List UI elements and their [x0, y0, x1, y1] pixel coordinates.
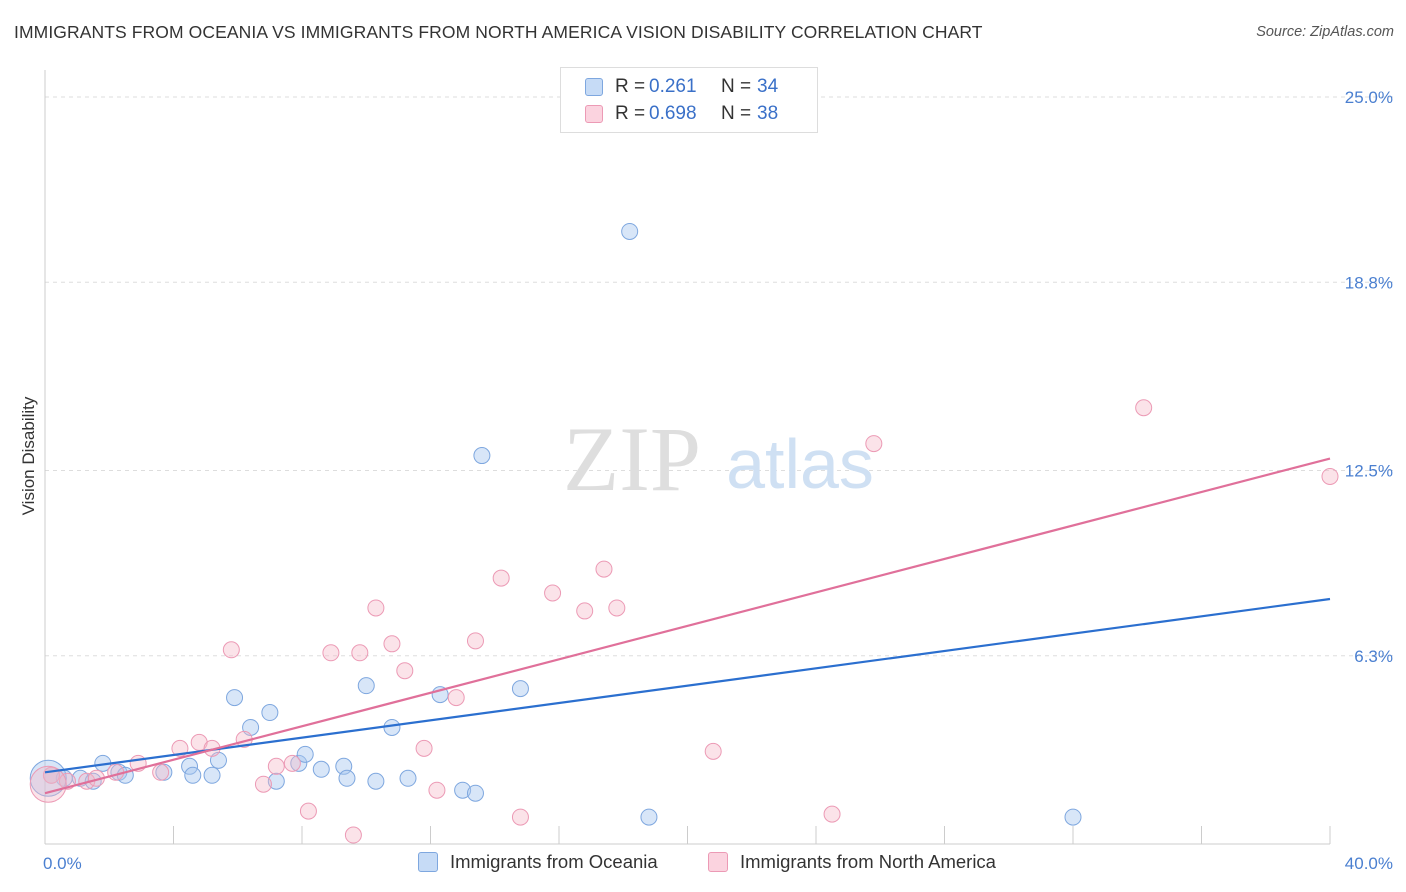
watermark: ZIP atlas	[563, 408, 874, 510]
data-point	[447, 689, 465, 707]
legend-swatch-north-america	[708, 852, 728, 872]
data-point	[399, 769, 417, 787]
data-point	[184, 766, 202, 784]
legend-r-value: 0.698	[649, 103, 697, 124]
legend-label-oceania: Immigrants from Oceania	[450, 851, 658, 872]
data-point	[254, 775, 272, 793]
data-point	[415, 739, 433, 757]
data-point	[322, 644, 340, 662]
data-point	[171, 739, 189, 757]
data-point	[312, 760, 330, 778]
y-tick-label: 12.5%	[1345, 462, 1393, 481]
chart-title: IMMIGRANTS FROM OCEANIA VS IMMIGRANTS FR…	[14, 22, 983, 42]
y-tick-label: 18.8%	[1345, 273, 1393, 292]
trend-line-north-america	[44, 457, 1331, 795]
data-point	[466, 632, 484, 650]
data-point	[222, 641, 240, 659]
legend-n-label: N =	[721, 103, 752, 124]
data-point	[428, 781, 446, 799]
data-point	[181, 757, 199, 775]
legend-label-north-america: Immigrants from North America	[740, 851, 996, 872]
data-point	[383, 635, 401, 653]
data-point	[344, 826, 362, 844]
data-point	[367, 599, 385, 617]
legend-swatch-north-america	[585, 105, 603, 123]
legend-r-value: 0.261	[649, 76, 697, 97]
data-point	[511, 680, 529, 698]
data-point	[473, 447, 491, 465]
data-point	[511, 808, 529, 826]
legend-r-label: R =	[615, 76, 646, 97]
data-point	[621, 222, 639, 240]
legend-swatch-oceania	[585, 78, 603, 96]
data-point	[865, 435, 883, 453]
data-point	[1321, 467, 1339, 485]
data-point	[492, 569, 510, 587]
data-point	[383, 718, 401, 736]
data-point	[608, 599, 626, 617]
series-oceania	[29, 222, 1082, 826]
data-point	[29, 765, 67, 803]
data-point	[823, 805, 841, 823]
legend-n-value: 34	[757, 76, 779, 97]
data-point	[466, 784, 484, 802]
y-axis-label: Vision Disability	[19, 396, 38, 515]
data-point	[283, 754, 301, 772]
legend-r-label: R =	[615, 103, 646, 124]
data-point	[704, 742, 722, 760]
data-point	[544, 584, 562, 602]
data-point	[1135, 399, 1153, 417]
legend-item-oceania[interactable]: Immigrants from Oceania	[418, 851, 658, 873]
data-point	[267, 772, 285, 790]
data-point	[576, 602, 594, 620]
correlation-legend: R = 0.261 N = 34 R = 0.698 N = 38	[560, 67, 818, 133]
data-point	[357, 677, 375, 695]
series-north-america	[29, 399, 1339, 844]
data-point	[595, 560, 613, 578]
legend-row-oceania: R = 0.261 N = 34	[585, 74, 778, 100]
data-point	[296, 745, 314, 763]
y-tick-label: 6.3%	[1354, 647, 1393, 666]
data-point	[338, 769, 356, 787]
legend-n-value: 38	[757, 103, 779, 124]
trend-line-oceania	[44, 597, 1331, 774]
data-point	[152, 763, 170, 781]
data-point	[1064, 808, 1082, 826]
data-point	[396, 662, 414, 680]
legend-row-north-america: R = 0.698 N = 38	[585, 101, 778, 127]
data-point	[226, 689, 244, 707]
data-point	[367, 772, 385, 790]
legend-item-north-america[interactable]: Immigrants from North America	[708, 851, 996, 873]
series-legend: Immigrants from Oceania Immigrants from …	[0, 851, 1406, 877]
x-tick-label: 0.0%	[43, 854, 82, 873]
y-tick-label: 25.0%	[1345, 88, 1393, 107]
data-point	[261, 704, 279, 722]
legend-n-label: N =	[721, 76, 752, 97]
data-point	[299, 802, 317, 820]
source-label: Source: ZipAtlas.com	[1256, 24, 1394, 40]
data-point	[454, 781, 472, 799]
watermark-zip: ZIP	[563, 408, 701, 510]
data-point	[640, 808, 658, 826]
watermark-atlas: atlas	[726, 425, 874, 503]
data-point	[267, 757, 285, 775]
x-tick-label: 40.0%	[1345, 854, 1393, 873]
data-point	[290, 754, 308, 772]
data-point	[351, 644, 369, 662]
data-point	[203, 766, 221, 784]
legend-swatch-oceania	[418, 852, 438, 872]
